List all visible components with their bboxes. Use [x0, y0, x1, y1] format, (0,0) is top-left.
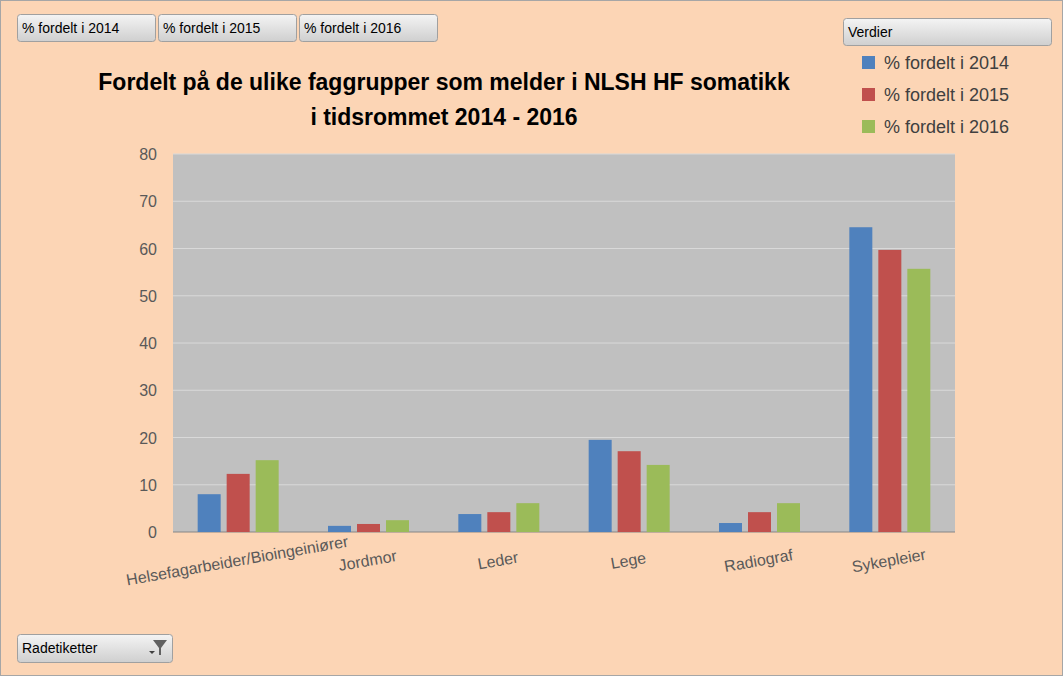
- dropdown-arrow: [149, 651, 155, 654]
- field-button-label: % fordelt i 2014: [22, 20, 119, 36]
- field-button: [300, 15, 438, 42]
- y-tick-label: 20: [139, 430, 157, 447]
- legend-swatch: [862, 120, 875, 133]
- bar: [357, 524, 380, 532]
- grid-line: [173, 154, 955, 155]
- grid-line: [173, 437, 955, 438]
- bar: [487, 512, 510, 532]
- bar: [386, 520, 409, 532]
- plot-area: [173, 154, 955, 532]
- chart-root: 0 10 20 30 40 50 60 70 80 Helsefagarbeider/Bioing…: [0, 0, 1063, 676]
- grid-line: [173, 295, 955, 296]
- x-tick-label: Lege: [609, 549, 647, 572]
- y-tick-label: 60: [139, 241, 157, 258]
- bar: [777, 503, 800, 532]
- y-tick-label: 30: [139, 382, 157, 399]
- legend-label: % fordelt i 2014: [884, 53, 1009, 73]
- bar: [748, 512, 771, 532]
- grid-line: [173, 484, 955, 485]
- bar: [849, 227, 872, 532]
- field-button: [159, 15, 297, 42]
- y-tick-label: 70: [139, 193, 157, 210]
- bar: [878, 250, 901, 532]
- y-tick-label: 10: [139, 477, 157, 494]
- y-tick-label: 80: [139, 146, 157, 163]
- bars: [198, 227, 931, 532]
- bar: [719, 523, 742, 532]
- field-button-label: % fordelt i 2016: [304, 20, 401, 36]
- x-tick-label: Sykepleier: [851, 546, 928, 576]
- y-tick-label: 0: [148, 524, 157, 541]
- bar: [198, 494, 221, 532]
- field-button: [18, 15, 156, 42]
- bar: [256, 460, 279, 532]
- grid-line: [173, 343, 955, 344]
- bar: [516, 503, 539, 532]
- chart-svg: 0 10 20 30 40 50 60 70 80 Helsefagarbeider/Bioing…: [0, 0, 1063, 676]
- legend-swatch: [862, 88, 875, 101]
- y-tick-label: 40: [139, 335, 157, 352]
- bar: [227, 474, 250, 532]
- legend-swatch: [862, 56, 875, 69]
- field-button-label: % fordelt i 2015: [163, 20, 260, 36]
- bar: [647, 465, 670, 532]
- x-tick-label: Jordmor: [337, 547, 398, 574]
- y-tick-label: 50: [139, 288, 157, 305]
- grid-line: [173, 532, 955, 533]
- bar: [618, 451, 641, 532]
- bar: [328, 526, 351, 532]
- bar: [907, 269, 930, 532]
- legend-label: % fordelt i 2016: [884, 117, 1009, 137]
- chart-title: i tidsrommet 2014 - 2016: [310, 104, 577, 130]
- row-label-button-label: Radetiketter: [22, 640, 98, 656]
- chart-title: Fordelt på de ulike faggrupper som melde…: [98, 69, 790, 95]
- x-tick-label: Radiograf: [723, 546, 795, 575]
- legend-title-label: Verdier: [848, 24, 893, 40]
- chart-background: [1, 1, 1063, 676]
- filter-icon: [153, 640, 167, 655]
- grid-line: [173, 390, 955, 391]
- grid-line: [173, 201, 955, 202]
- bar: [589, 440, 612, 532]
- x-tick-label: Leder: [476, 549, 520, 573]
- legend-title: [844, 19, 1052, 46]
- x-tick-label: Helsefagarbeider/Bioingeiniører: [125, 533, 350, 589]
- legend-label: % fordelt i 2015: [884, 85, 1009, 105]
- grid-line: [173, 248, 955, 249]
- bar: [458, 514, 481, 532]
- row-label-button: [18, 635, 173, 663]
